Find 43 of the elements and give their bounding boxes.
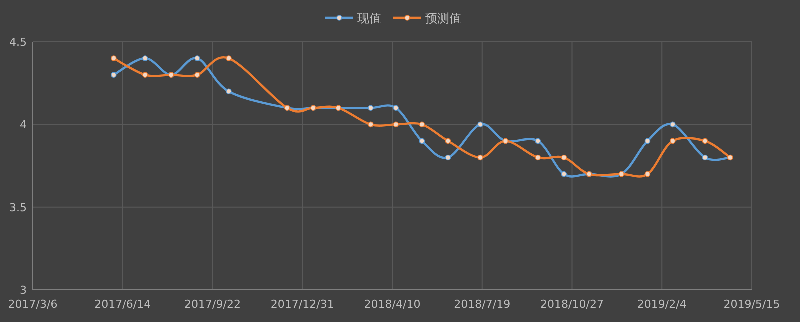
y-tick-label: 3	[20, 284, 27, 297]
point	[419, 138, 426, 144]
point	[226, 56, 232, 62]
point	[142, 72, 148, 78]
x-tick-label: 2019/5/15	[724, 298, 780, 311]
point	[393, 105, 399, 112]
point	[644, 171, 651, 178]
point	[670, 122, 676, 128]
point	[670, 138, 676, 144]
x-tick-label: 2017/3/6	[8, 298, 58, 311]
point	[226, 88, 232, 94]
x-tick-label: 2017/12/31	[270, 298, 334, 311]
point	[194, 56, 200, 62]
x-tick-label: 2019/2/4	[637, 298, 687, 311]
x-tick-label: 2017/6/14	[94, 298, 152, 311]
point	[445, 138, 452, 144]
point	[478, 122, 484, 128]
x-tick-label: 2018/7/19	[454, 298, 511, 311]
legend-label: 预测值	[426, 12, 462, 26]
point	[535, 154, 541, 161]
legend-label: 现值	[358, 12, 382, 26]
point	[110, 56, 117, 62]
y-tick-label: 4.5	[10, 36, 27, 49]
y-tick-label: 3.5	[10, 201, 27, 214]
point	[142, 56, 148, 62]
point	[110, 72, 117, 78]
x-tick-label: 2018/4/10	[364, 298, 421, 311]
x-tick-label: 2018/10/27	[540, 298, 604, 311]
point	[561, 171, 568, 178]
point	[702, 138, 708, 144]
point	[702, 154, 708, 161]
point	[368, 105, 374, 112]
point	[535, 138, 541, 144]
x-tick-label: 2017/9/22	[184, 298, 241, 311]
point	[445, 154, 452, 161]
point	[368, 122, 374, 128]
point	[478, 154, 484, 161]
point	[644, 138, 651, 144]
point	[194, 72, 200, 78]
y-tick-label: 4	[20, 118, 27, 132]
point	[419, 122, 426, 128]
point	[561, 154, 568, 161]
point	[393, 122, 399, 128]
